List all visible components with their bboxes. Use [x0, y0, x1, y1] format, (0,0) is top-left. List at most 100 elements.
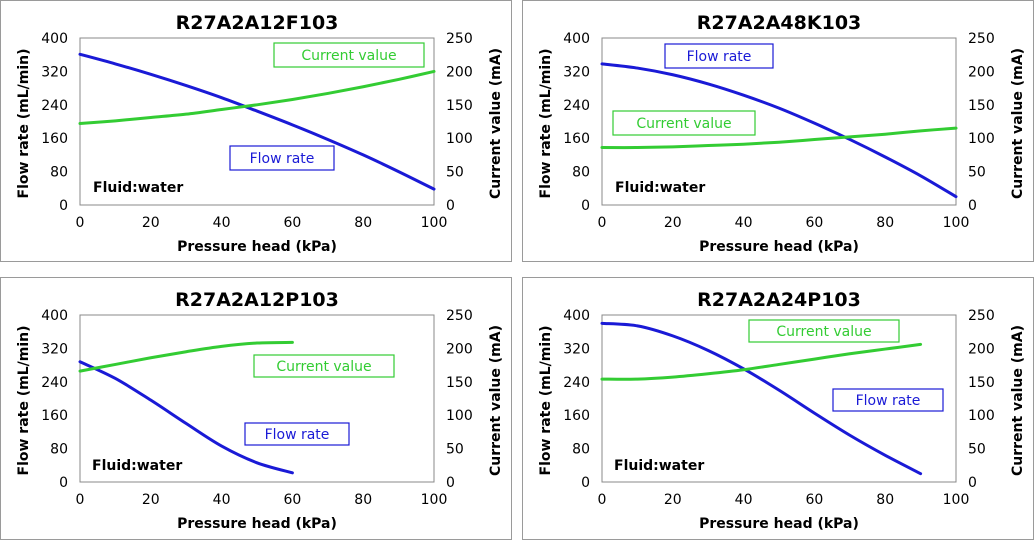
y2-tick-label: 200: [968, 64, 995, 80]
y2-tick-label: 100: [968, 408, 995, 424]
y-tick-label: 80: [50, 165, 68, 181]
flow-rate-legend: Flow rate: [832, 388, 944, 412]
chart-panel-3: R27A2A12P103 0 80 160 240 320 400 0 50 100 150 200 2…: [0, 277, 512, 540]
y2-tick-label: 200: [968, 341, 995, 357]
y2-axis-label: Current value (mA): [1010, 48, 1026, 199]
flow-rate-line: [600, 321, 923, 476]
plot-area: [79, 314, 435, 483]
y2-axis-label: Current value (mA): [488, 325, 504, 476]
y-tick-label: 80: [50, 442, 68, 458]
y2-tick-label: 100: [446, 408, 473, 424]
y2-tick-label: 100: [446, 131, 473, 147]
current-value-line: [78, 69, 436, 126]
x-tick-label: 20: [142, 492, 160, 508]
current-value-legend: Current value: [612, 110, 756, 136]
y2-tick-label: 0: [968, 198, 977, 214]
chart-title: R27A2A12F103: [176, 12, 339, 34]
y2-tick-label: 50: [968, 442, 986, 458]
y-tick-label: 400: [41, 31, 68, 47]
plot-area: [79, 37, 435, 206]
x-tick-label: 60: [283, 492, 301, 508]
x-tick-label: 60: [805, 215, 823, 231]
legend-label: Current value: [276, 359, 371, 375]
y-tick-label: 80: [572, 165, 590, 181]
y2-tick-label: 150: [446, 98, 473, 114]
chart-3: R27A2A12P1030801602403204000501001502002…: [16, 289, 504, 532]
y2-tick-label: 50: [446, 442, 464, 458]
chart-1: R27A2A12F1030801602403204000501001502002…: [16, 12, 504, 255]
y2-tick-label: 150: [446, 375, 473, 391]
x-tick-label: 20: [664, 215, 682, 231]
chart-2: R27A2A48K1030801602403204000501001502002…: [538, 12, 1026, 255]
x-tick-label: 0: [598, 215, 607, 231]
x-tick-label: 100: [943, 215, 970, 231]
chart-title: R27A2A24P103: [697, 289, 861, 311]
y-axis-label: Flow rate (mL/min): [16, 326, 32, 476]
x-tick-label: 80: [876, 215, 894, 231]
legend-label: Flow rate: [250, 151, 315, 167]
y2-tick-label: 150: [968, 375, 995, 391]
chart-panel-2: R27A2A48K103 0 80 160 240 320 400 0 50 100 150 200 2…: [522, 0, 1034, 262]
y-tick-label: 400: [563, 31, 590, 47]
x-tick-label: 100: [421, 492, 448, 508]
y-tick-label: 240: [41, 98, 68, 114]
flow-rate-legend: Flow rate: [229, 145, 335, 171]
y-tick-label: 320: [563, 64, 590, 80]
y-tick-label: 160: [563, 408, 590, 424]
x-tick-label: 80: [876, 492, 894, 508]
flow-rate-line: [78, 360, 294, 475]
y-tick-label: 0: [59, 475, 68, 491]
y-tick-label: 0: [581, 475, 590, 491]
current-value-line: [600, 342, 923, 381]
legend-label: Current value: [636, 116, 731, 132]
x-tick-label: 40: [213, 215, 231, 231]
y2-tick-label: 200: [446, 341, 473, 357]
chart-title: R27A2A48K103: [697, 12, 862, 34]
y-tick-label: 80: [572, 442, 590, 458]
x-tick-label: 100: [421, 215, 448, 231]
current-value-legend: Current value: [273, 42, 425, 68]
x-axis-label: Pressure head (kPa): [699, 239, 859, 255]
legend-label: Flow rate: [265, 427, 330, 443]
y2-tick-label: 50: [446, 165, 464, 181]
plot-area: [601, 37, 957, 206]
chart-title: R27A2A12P103: [175, 289, 339, 311]
y-tick-label: 160: [563, 131, 590, 147]
current-value-line: [600, 126, 958, 150]
x-tick-label: 0: [598, 492, 607, 508]
current-value-line: [78, 340, 294, 373]
x-tick-label: 40: [735, 215, 753, 231]
fluid-note: Fluid:water: [615, 180, 705, 196]
y2-tick-label: 250: [446, 31, 473, 47]
y2-tick-label: 0: [968, 475, 977, 491]
y2-axis-label: Current value (mA): [1010, 325, 1026, 476]
legend-label: Flow rate: [687, 49, 752, 65]
fluid-note: Fluid:water: [93, 180, 183, 196]
flow-rate-legend: Flow rate: [244, 422, 350, 446]
x-tick-label: 40: [735, 492, 753, 508]
y-tick-label: 320: [41, 341, 68, 357]
chart-panel-1: R27A2A12F103 0 80 160 240 320 400 0 50 100 150 200 2…: [0, 0, 512, 262]
x-axis-label: Pressure head (kPa): [177, 516, 337, 532]
y-tick-label: 160: [41, 408, 68, 424]
y2-tick-label: 250: [446, 308, 473, 324]
x-tick-label: 100: [943, 492, 970, 508]
y-tick-label: 240: [563, 98, 590, 114]
y-tick-label: 320: [41, 64, 68, 80]
flow-rate-legend: Flow rate: [664, 43, 774, 69]
legend-label: Flow rate: [856, 393, 921, 409]
plot-area: [601, 314, 957, 483]
y2-tick-label: 50: [968, 165, 986, 181]
current-value-legend: Current value: [748, 319, 900, 343]
y-tick-label: 400: [563, 308, 590, 324]
flow-rate-line: [600, 62, 958, 199]
legend-label: Current value: [776, 324, 871, 340]
x-tick-label: 60: [283, 215, 301, 231]
chart-panel-4: R27A2A24P103 0 80 160 240 320 400 0 50 100 150 200 2…: [522, 277, 1034, 540]
x-tick-label: 20: [664, 492, 682, 508]
legend-label: Current value: [301, 48, 396, 64]
y-axis-label: Flow rate (mL/min): [538, 326, 554, 476]
current-value-legend: Current value: [253, 354, 395, 378]
x-tick-label: 80: [354, 215, 372, 231]
chart-4: R27A2A24P1030801602403204000501001502002…: [538, 289, 1026, 532]
